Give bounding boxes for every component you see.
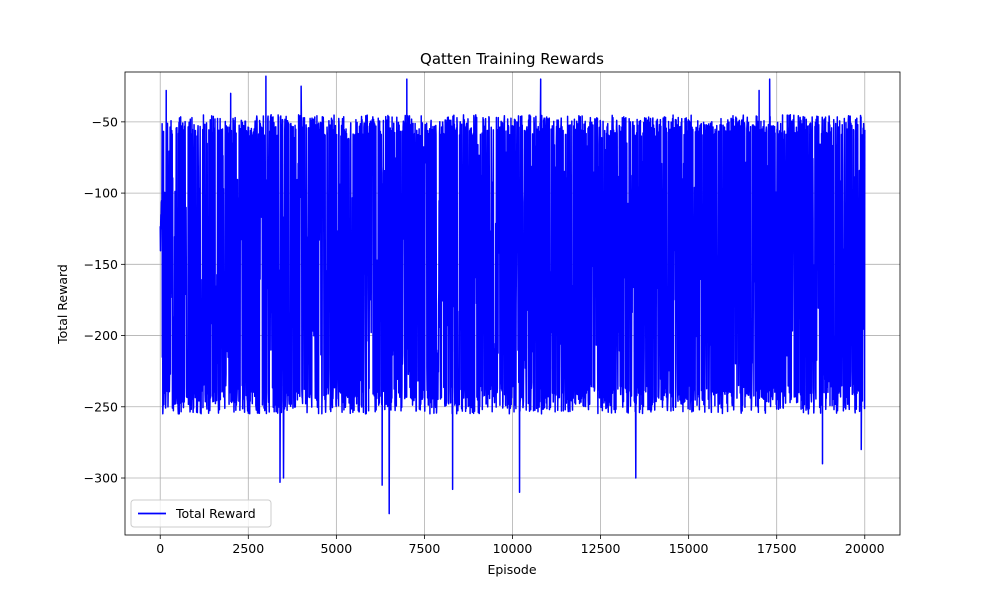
y-tick-label: −250 xyxy=(84,399,118,414)
x-tick-label: 0 xyxy=(156,541,164,556)
y-tick-label: −150 xyxy=(84,257,118,272)
y-tick-label: −300 xyxy=(84,471,118,486)
x-tick-label: 5000 xyxy=(320,541,352,556)
series-line-total-reward xyxy=(159,75,866,515)
x-tick-label: 17500 xyxy=(757,541,797,556)
x-tick-label: 10000 xyxy=(493,541,533,556)
x-tick-label: 20000 xyxy=(845,541,885,556)
y-tick-label: −50 xyxy=(92,114,118,129)
x-tick-label: 2500 xyxy=(232,541,264,556)
tick-layer: 0 2500 5000 7500 10000 12500 15000 17500 20000 −3… xyxy=(84,114,885,556)
y-tick-label: −100 xyxy=(84,186,118,201)
legend-label-total-reward: Total Reward xyxy=(175,506,256,521)
legend-box xyxy=(130,499,272,528)
x-axis-label: Episode xyxy=(487,562,536,577)
x-tick-label: 7500 xyxy=(409,541,441,556)
x-tick-label: 15000 xyxy=(669,541,709,556)
y-tick-label: −200 xyxy=(84,328,118,343)
x-tick-label: 12500 xyxy=(581,541,621,556)
y-axis-label: Total Reward xyxy=(55,264,70,345)
legend: Total Reward xyxy=(130,499,272,528)
plot-layer xyxy=(159,75,866,515)
chart-title: Qatten Training Rewards xyxy=(420,50,604,68)
